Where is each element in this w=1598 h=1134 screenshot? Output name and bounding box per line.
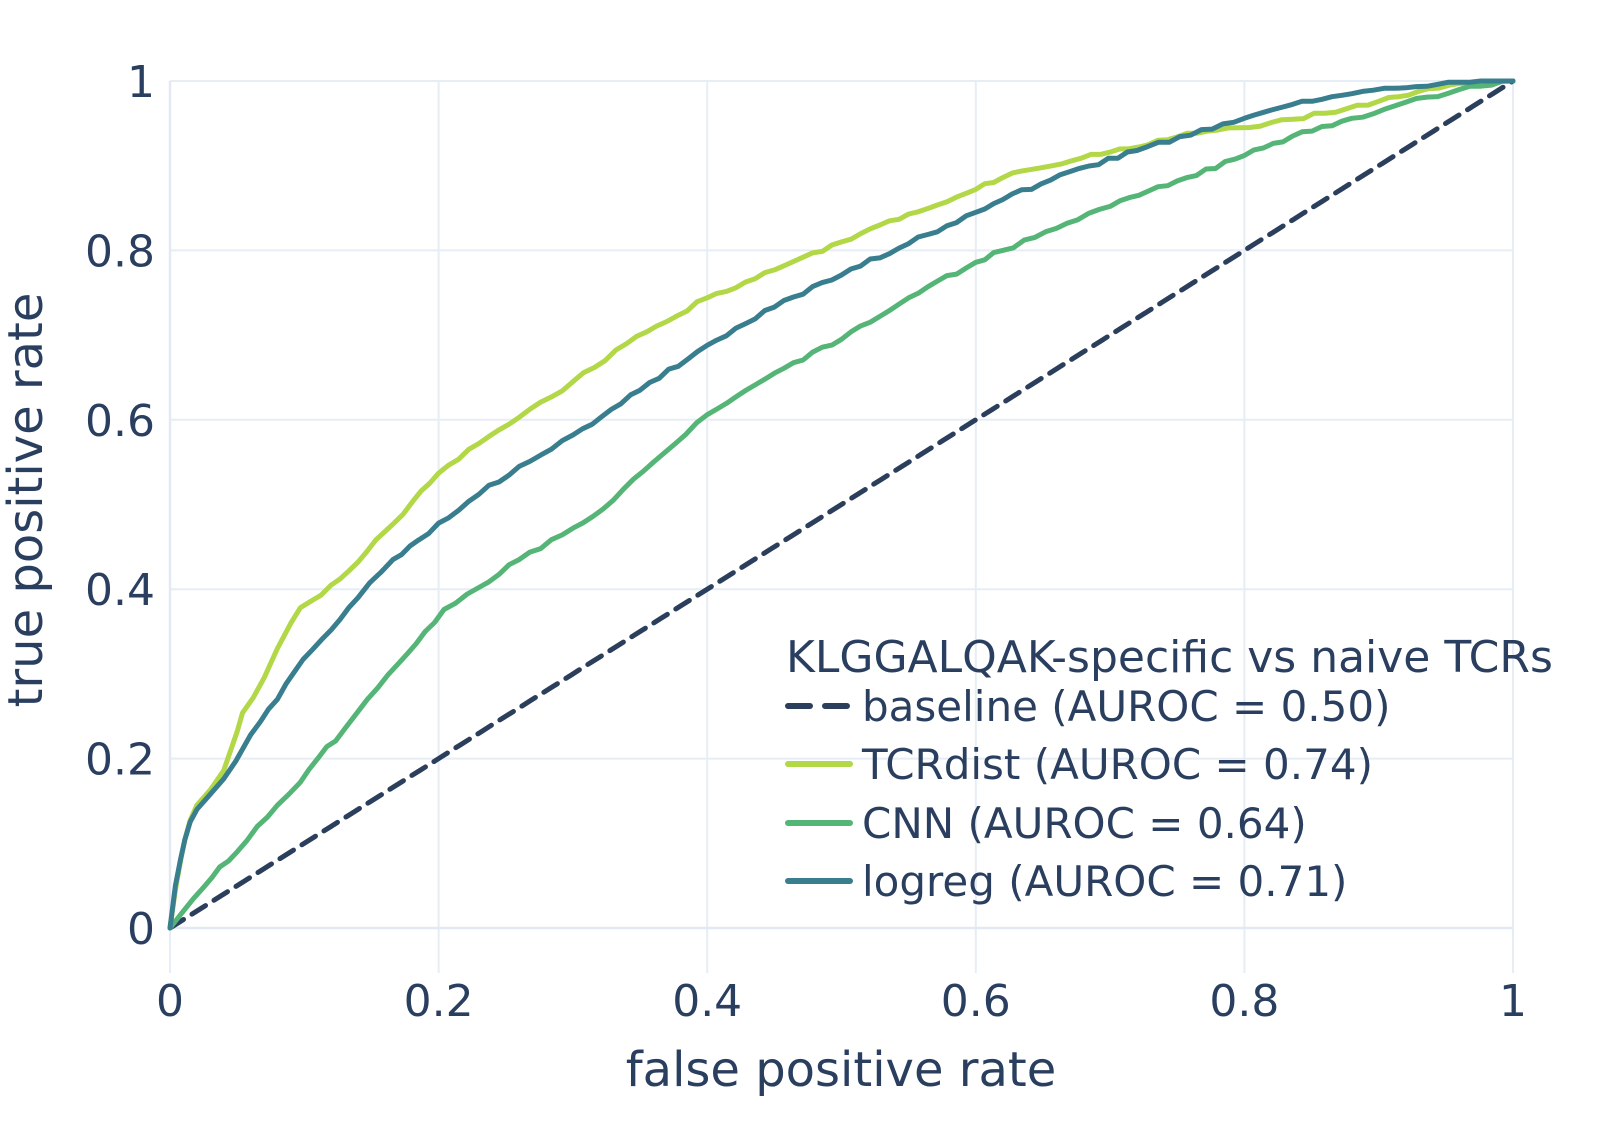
y-tick-label: 0.2: [85, 735, 155, 786]
roc-curve-logreg: [167, 78, 1516, 931]
x-axis-title: false positive rate: [626, 1042, 1056, 1098]
x-tick-label: 0.6: [941, 976, 1011, 1027]
legend-label-logreg: logreg (AUROC = 0.71): [862, 857, 1347, 906]
x-tick-label: 0.2: [404, 976, 474, 1027]
roc-curve-tcrdist: [167, 78, 1516, 931]
y-tick-label: 1: [127, 57, 155, 108]
x-tick-label: 1: [1499, 976, 1527, 1027]
y-tick-label: 0: [127, 904, 155, 955]
roc-curve-cnn: [167, 78, 1516, 931]
roc-curve-baseline: [167, 78, 1516, 931]
curve-layer: [167, 78, 1516, 931]
axis-layer: [168, 81, 1514, 973]
x-tick-label: 0.4: [672, 976, 742, 1027]
legend-label-cnn: CNN (AUROC = 0.64): [862, 799, 1307, 848]
legend-title: KLGGALQAK-specific vs naive TCRs: [786, 632, 1553, 683]
y-axis-title: true positive rate: [0, 293, 54, 708]
legend-label-baseline: baseline (AUROC = 0.50): [862, 682, 1391, 731]
y-tick-label: 0.8: [85, 226, 155, 277]
x-tick-label: 0.8: [1209, 976, 1279, 1027]
y-tick-label: 0.4: [85, 565, 155, 616]
legend-rows: baseline (AUROC = 0.50) TCRdist (AUROC = …: [785, 682, 1391, 906]
tick-label-layer: 0 0.2 0.4 0.6 0.8 1 0 0.2 0.4 0.6 0.8 1: [85, 57, 1527, 1027]
y-tick-label: 0.6: [85, 396, 155, 447]
legend: KLGGALQAK-specific vs naive TCRs baselin…: [785, 632, 1553, 906]
legend-label-tcrdist: TCRdist (AUROC = 0.74): [861, 740, 1373, 789]
x-tick-label: 0: [156, 976, 184, 1027]
